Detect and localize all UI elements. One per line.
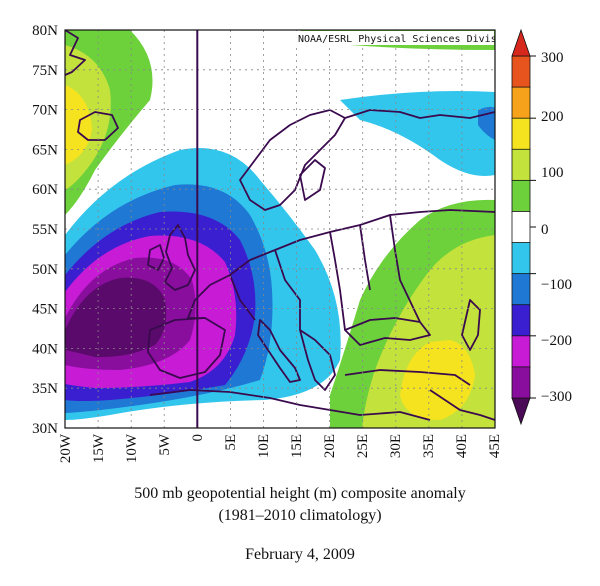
colorbar-swatch [511,211,531,244]
lat-label: 55N [32,222,58,238]
lon-label: 5W [157,433,173,456]
map-plot-area: NOAA/ESRL Physical Sciences Division [65,30,515,428]
lat-label: 65N [32,142,58,158]
lon-label: 5E [223,434,239,451]
lat-label: 35N [32,381,58,397]
lat-label: 75N [32,63,58,79]
colorbar-swatch [511,242,531,275]
lon-label: 45E [487,434,503,458]
colorbar-label: −200 [541,333,572,349]
lat-label: 50N [32,262,58,278]
lon-label: 15E [289,434,305,458]
colorbar-label: −300 [541,389,572,405]
lon-label: 10W [124,433,140,463]
figure-caption-line-1: 500 mb geopotential height (m) composite… [134,485,466,502]
lat-label: 80N [32,23,58,39]
longitude-axis: 20W 15W 10W 5W 0 5E 10E 15E 20E 25E 30E … [58,433,503,463]
colorbar-label: 0 [541,222,549,238]
lat-label: 45N [32,302,58,318]
colorbar-swatch [511,366,531,399]
figure-caption-line-2: (1981–2010 climatology) [218,507,382,524]
figure-date: February 4, 2009 [245,546,355,563]
lon-label: 20W [58,433,74,463]
colorbar-labels: 300 200 100 0 −100 −200 −300 [541,50,572,405]
lon-label: 15W [91,433,107,463]
lon-label: 35E [421,434,437,458]
lat-label: 30N [32,421,58,437]
data-source-credit: NOAA/ESRL Physical Sciences Division [298,34,515,45]
colorbar-swatch [511,86,531,120]
lat-label: 60N [32,182,58,198]
colorbar-max-arrow [511,28,531,57]
lon-label: 30E [388,434,404,458]
map-gridlines [65,30,495,428]
colorbar-label: 100 [541,165,564,181]
lon-label: 20E [322,434,338,458]
map-frame [64,29,496,429]
lon-label: 0 [190,434,206,442]
anomaly-fill-negative-core [65,277,167,358]
coastlines [65,30,495,421]
colorbar-swatch [511,179,531,213]
lon-label: 25E [355,434,371,458]
colorbar-swatch [511,304,531,337]
lon-label: 40E [454,434,470,458]
colorbar-swatch [511,335,531,368]
lat-label: 70N [32,103,58,119]
anomaly-fill-se-positive-3 [400,340,475,420]
colorbar-label: 300 [541,50,564,66]
latitude-axis: 80N 75N 70N 65N 60N 55N 50N 45N 40N 35N … [32,23,58,437]
colorbar-swatch [511,273,531,306]
colorbar [511,28,536,426]
colorbar-min-arrow [511,397,531,426]
colorbar-swatch [511,55,531,88]
lon-label: 10E [256,434,272,458]
anomaly-fill-ne-negative [340,91,495,176]
lat-label: 40N [32,341,58,357]
colorbar-label: −100 [541,277,572,293]
colorbar-swatch [511,148,531,182]
colorbar-label: 200 [541,109,564,125]
colorbar-swatch [511,117,531,151]
